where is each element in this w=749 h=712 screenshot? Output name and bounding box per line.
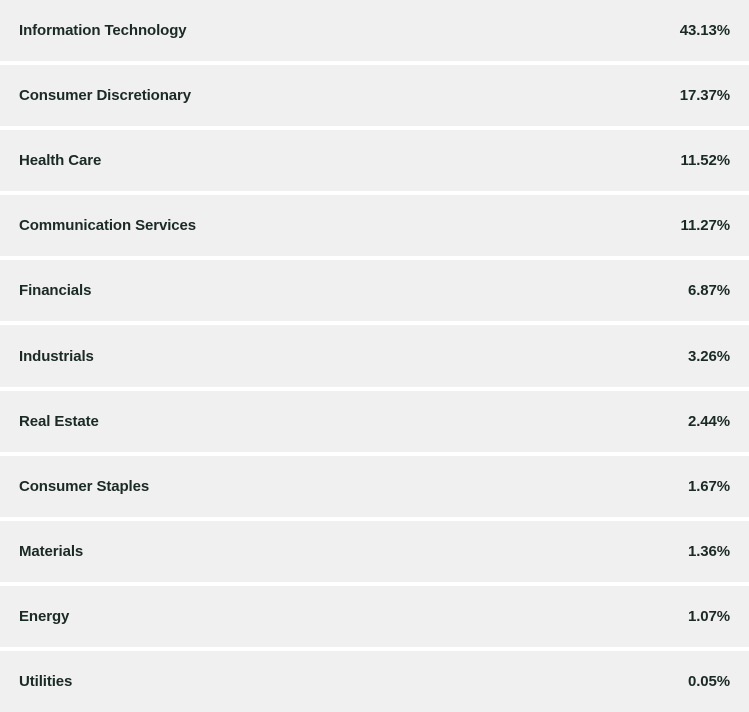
table-row: Information Technology 43.13% xyxy=(0,0,749,62)
sector-name: Materials xyxy=(19,542,84,560)
sector-weight: 17.37% xyxy=(679,87,730,105)
sector-name: Industrials xyxy=(19,347,94,365)
table-row: Utilities 0.05% xyxy=(0,650,749,712)
sector-name: Information Technology xyxy=(19,22,187,40)
table-row: Consumer Discretionary 17.37% xyxy=(0,65,749,127)
table-row: Communication Services 11.27% xyxy=(0,195,749,257)
sector-name: Financials xyxy=(19,282,92,300)
table-row: Industrials 3.26% xyxy=(0,325,749,387)
sector-name: Real Estate xyxy=(19,412,99,430)
sector-name: Consumer Staples xyxy=(19,477,150,495)
table-row: Financials 6.87% xyxy=(0,260,749,322)
sector-weight: 1.67% xyxy=(687,477,730,495)
sector-name: Utilities xyxy=(19,672,73,690)
sector-weight: 1.07% xyxy=(687,607,730,625)
sector-name: Communication Services xyxy=(19,217,197,235)
table-row: Consumer Staples 1.67% xyxy=(0,455,749,517)
sector-weight: 43.13% xyxy=(679,22,730,40)
sector-weight: 11.27% xyxy=(680,217,731,235)
table-row: Real Estate 2.44% xyxy=(0,390,749,452)
sector-weight: 6.87% xyxy=(687,282,730,300)
sector-name: Energy xyxy=(19,607,70,625)
sector-name: Health Care xyxy=(19,152,102,170)
sector-weight: 3.26% xyxy=(687,347,730,365)
sector-name: Consumer Discretionary xyxy=(19,87,192,105)
table-row: Health Care 11.52% xyxy=(0,130,749,192)
sector-weight: 0.05% xyxy=(687,672,730,690)
sector-weight: 1.36% xyxy=(687,542,730,560)
sector-weight: 2.44% xyxy=(687,412,730,430)
sector-weight: 11.52% xyxy=(680,152,731,170)
table-row: Energy 1.07% xyxy=(0,585,749,647)
table-row: Materials 1.36% xyxy=(0,520,749,582)
